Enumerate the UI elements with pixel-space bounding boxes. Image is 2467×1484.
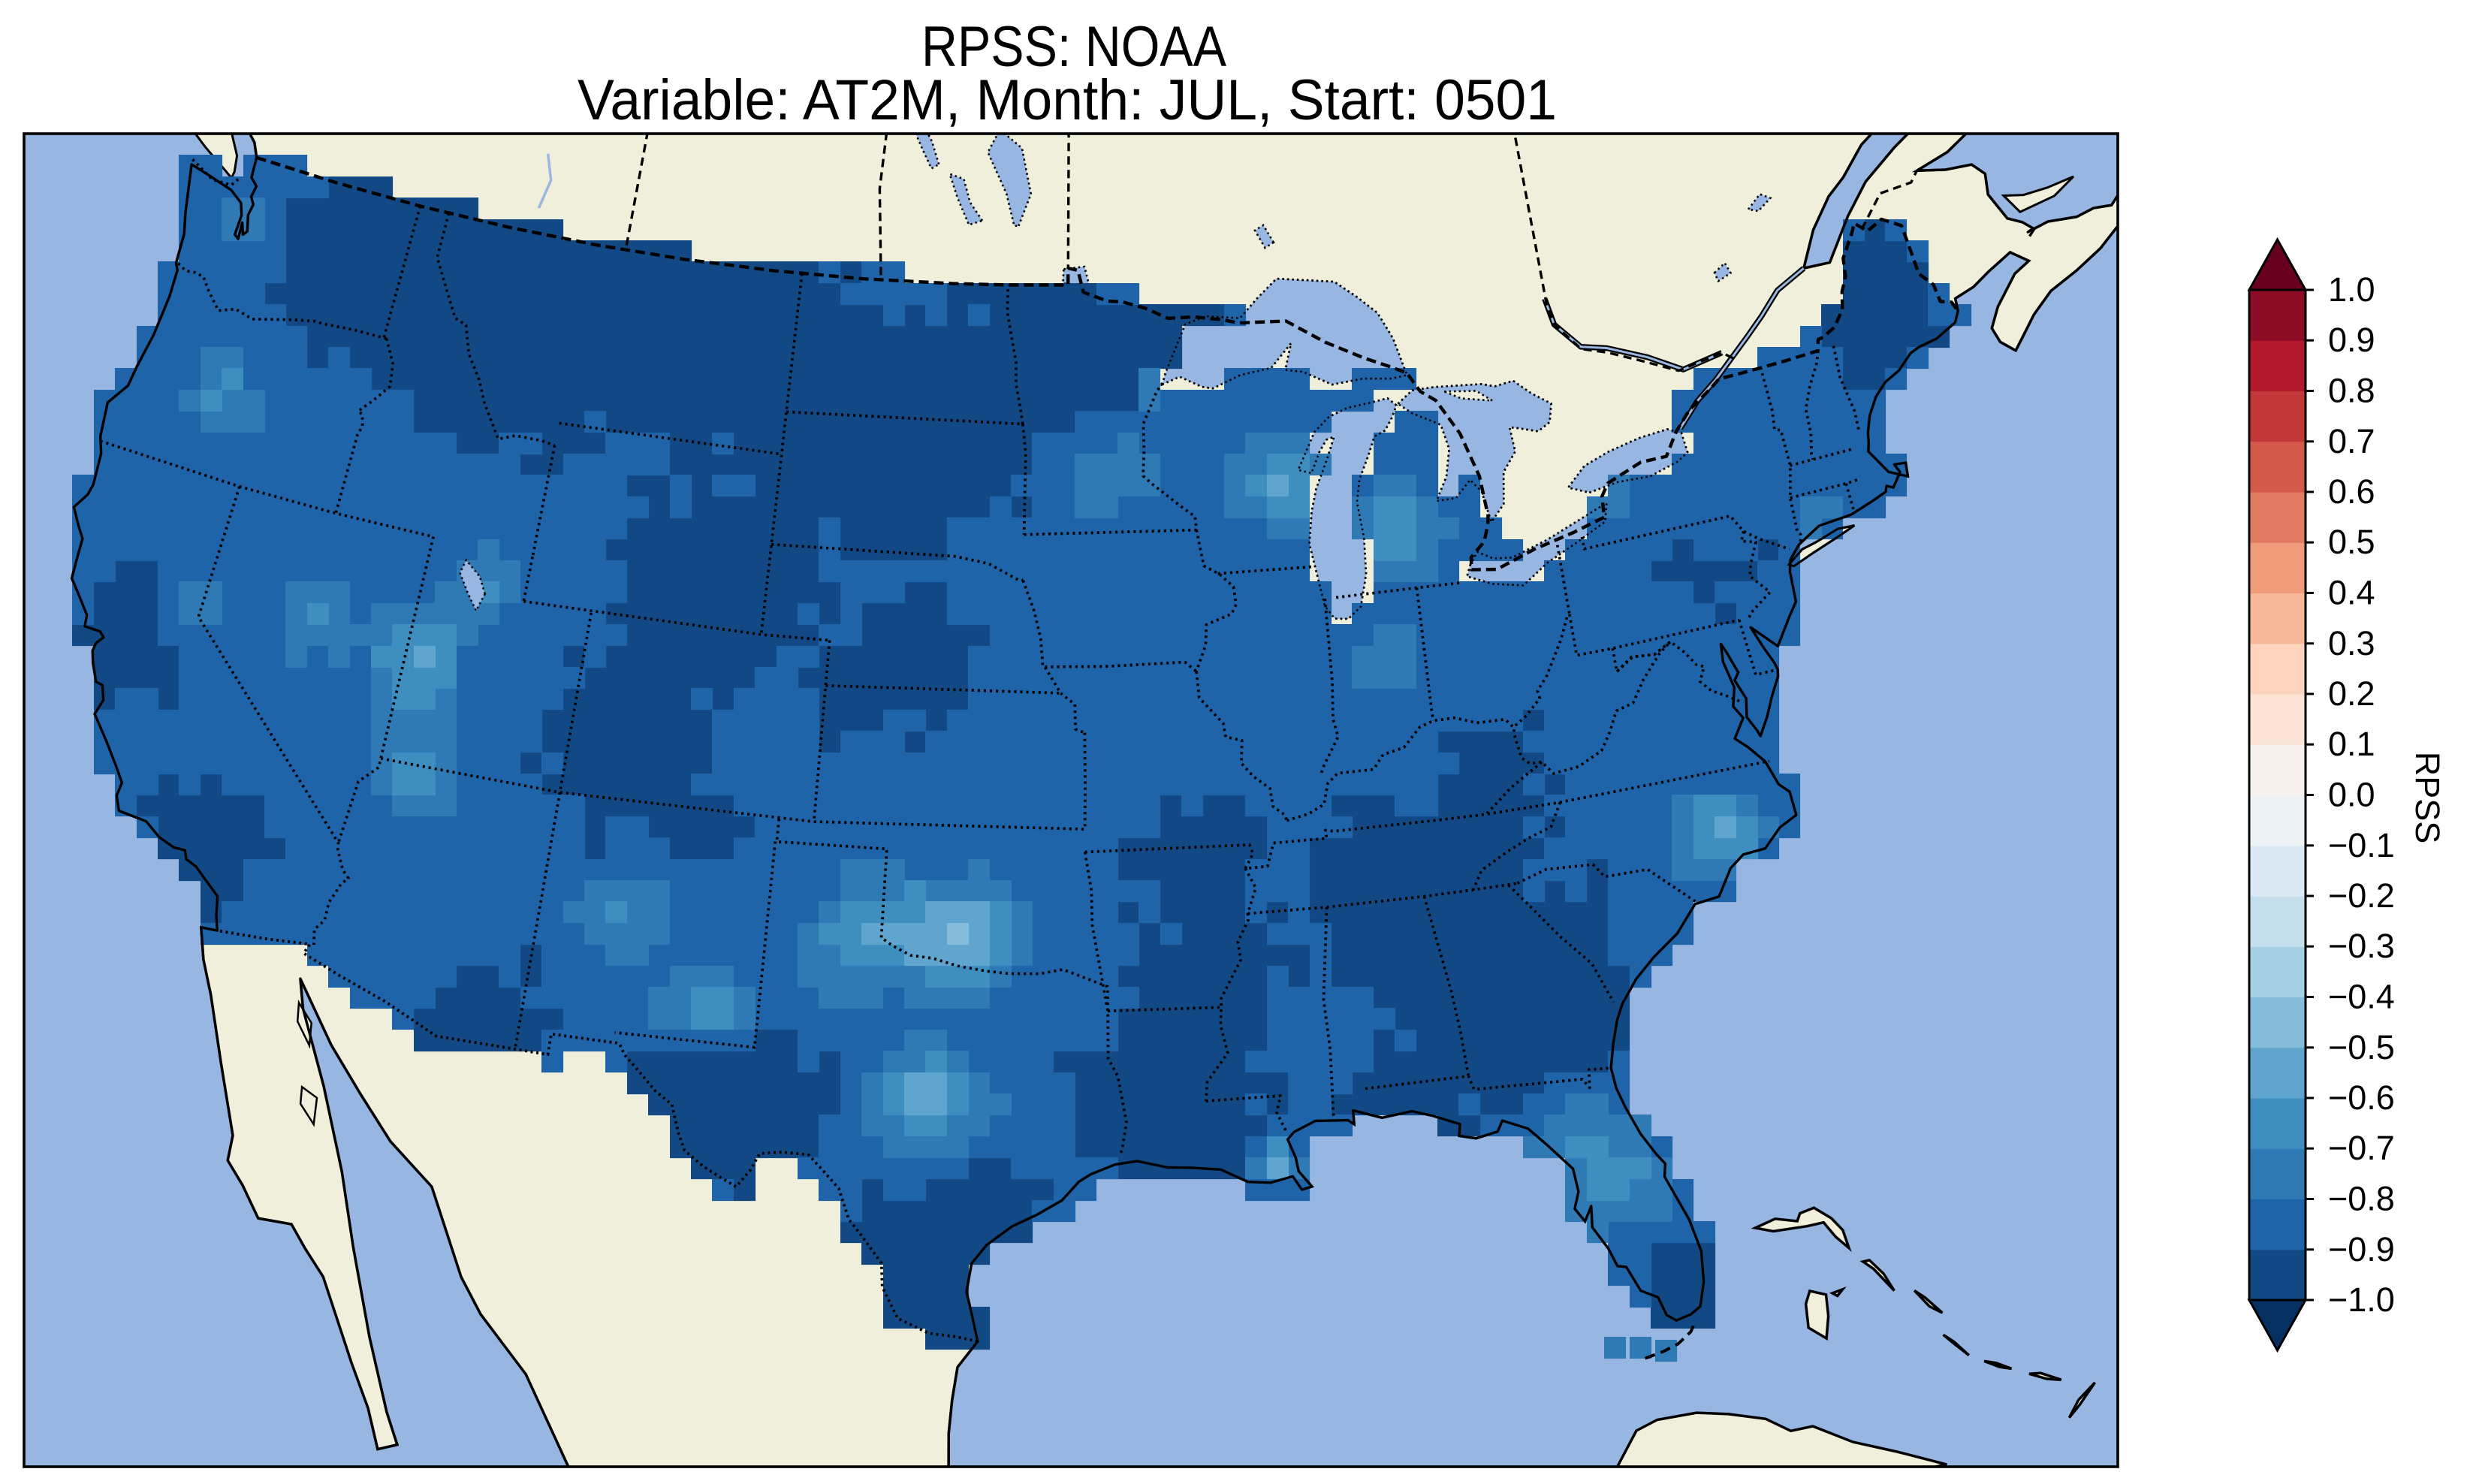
svg-text:−0.5: −0.5 (2328, 1028, 2395, 1066)
svg-text:−0.2: −0.2 (2328, 876, 2395, 915)
svg-text:−0.7: −0.7 (2328, 1129, 2395, 1167)
svg-text:−1.0: −1.0 (2328, 1280, 2395, 1319)
svg-text:−0.1: −0.1 (2328, 826, 2395, 864)
svg-text:0.7: 0.7 (2328, 422, 2375, 460)
svg-text:−0.6: −0.6 (2328, 1078, 2395, 1117)
svg-text:0.5: 0.5 (2328, 523, 2375, 561)
svg-text:0.0: 0.0 (2328, 776, 2375, 814)
svg-text:Variable: AT2M, Month: JUL, St: Variable: AT2M, Month: JUL, Start: 0501 (578, 68, 1557, 132)
svg-text:0.2: 0.2 (2328, 674, 2375, 713)
svg-text:0.1: 0.1 (2328, 725, 2375, 763)
svg-text:RPSS: NOAA: RPSS: NOAA (921, 15, 1226, 79)
svg-text:0.8: 0.8 (2328, 372, 2375, 410)
svg-text:0.3: 0.3 (2328, 624, 2375, 662)
svg-text:−0.8: −0.8 (2328, 1180, 2395, 1218)
svg-text:RPSS: RPSS (2408, 752, 2447, 844)
svg-text:1.0: 1.0 (2328, 270, 2375, 309)
svg-text:−0.3: −0.3 (2328, 927, 2395, 965)
svg-text:0.4: 0.4 (2328, 574, 2375, 612)
svg-text:−0.9: −0.9 (2328, 1230, 2395, 1268)
svg-text:0.9: 0.9 (2328, 321, 2375, 359)
svg-text:0.6: 0.6 (2328, 472, 2375, 511)
svg-text:−0.4: −0.4 (2328, 978, 2395, 1016)
